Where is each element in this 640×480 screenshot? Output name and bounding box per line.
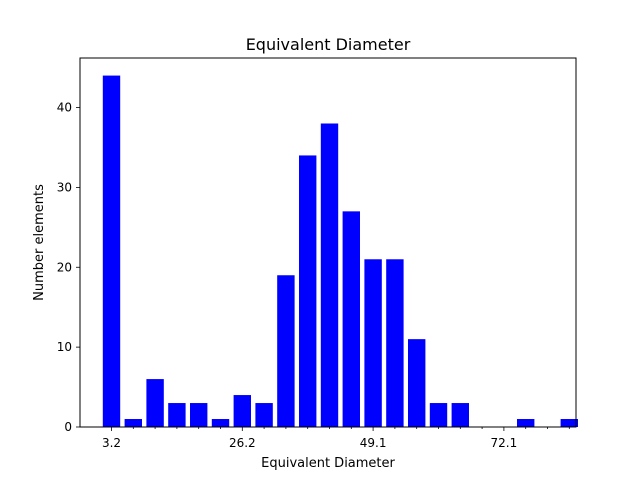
bar [429,403,448,427]
x-tick-label: 3.2 [102,436,121,450]
chart-title: Equivalent Diameter [246,35,411,54]
bar [320,123,339,428]
y-tick-label: 30 [57,180,72,194]
y-axis-label: Number elements [32,184,47,301]
bar [211,419,230,427]
bar [560,419,578,427]
bar [168,403,186,427]
bar [146,379,164,427]
x-tick-label: 49.1 [360,436,387,450]
bar [102,75,121,428]
x-tick-label: 26.2 [229,436,256,450]
bar [517,419,535,427]
x-axis: 3.2 26.2 49.1 72.1 [102,427,570,450]
bar [408,339,426,427]
bar [386,259,404,427]
plot-frame [79,57,577,428]
y-tick-label: 40 [57,101,72,115]
bar [342,211,360,427]
bar [190,403,208,427]
x-tick-label: 72.1 [491,436,518,450]
y-tick-label: 20 [57,260,72,274]
bar [299,155,317,427]
bars-group [102,75,578,428]
x-axis-label: Equivalent Diameter [261,456,395,471]
bar [451,403,469,427]
bar [277,275,295,427]
bar [233,395,251,427]
y-axis: 0 10 20 30 40 [57,101,80,434]
bar [124,419,142,427]
bar [255,403,273,427]
y-tick-label: 10 [57,340,72,354]
bar [364,259,382,427]
y-tick-label: 0 [64,420,72,434]
